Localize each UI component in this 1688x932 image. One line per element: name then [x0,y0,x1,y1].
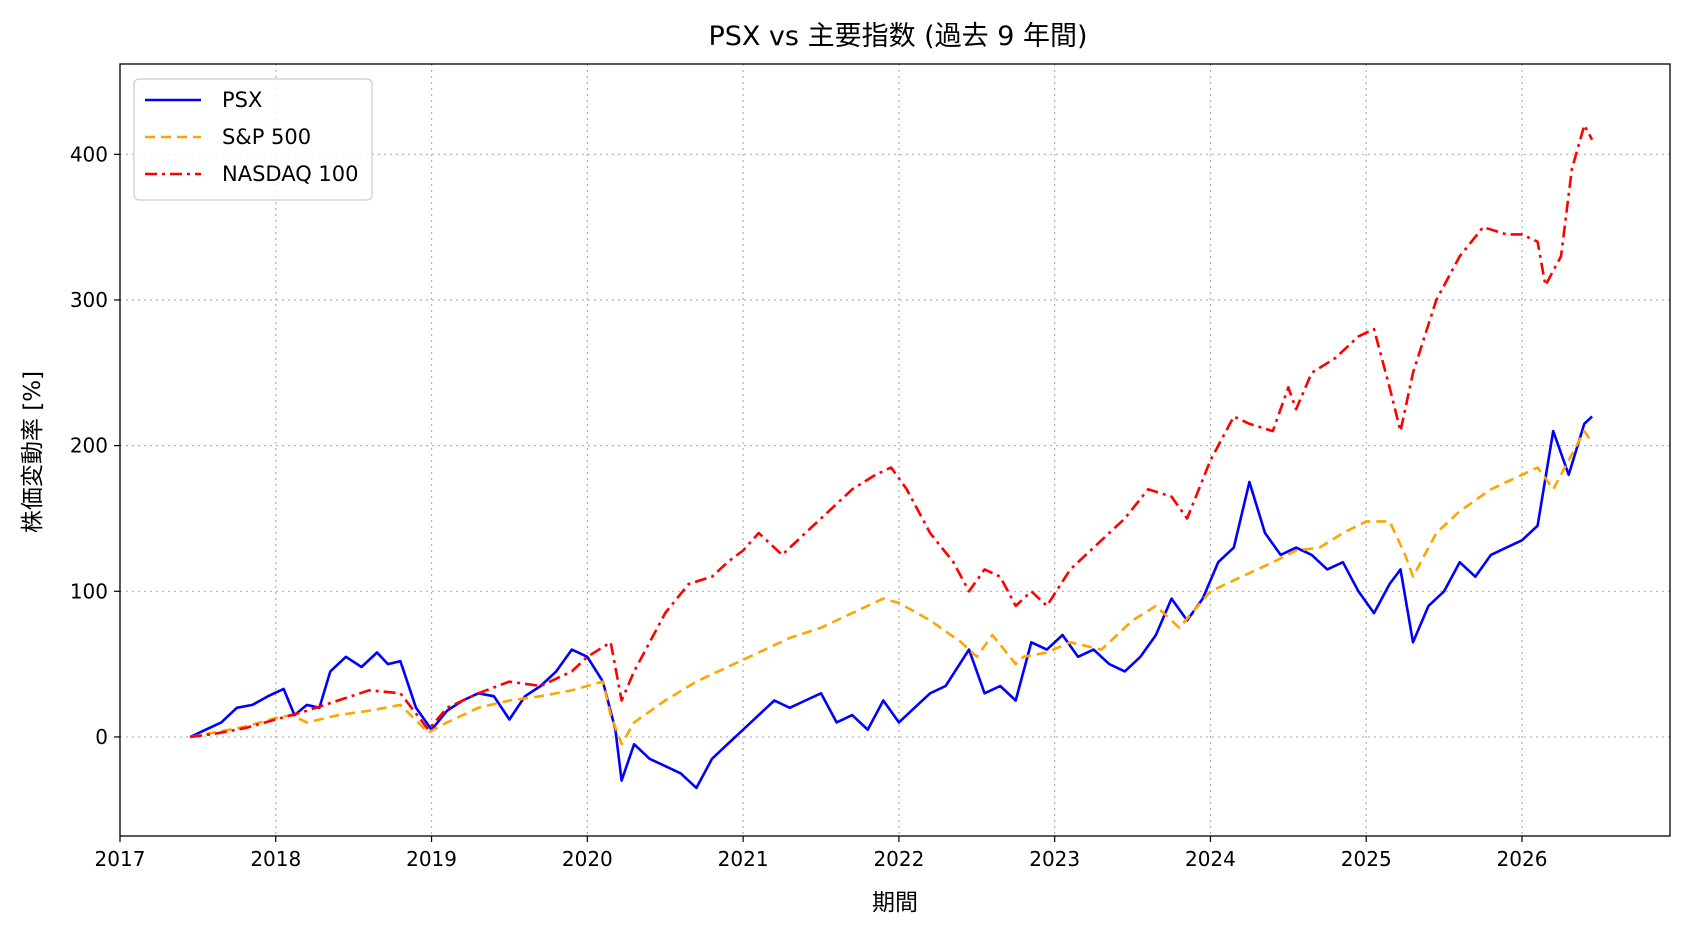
legend: PSX S&P 500 NASDAQ 100 [133,78,373,201]
y-tick-label: 100 [70,579,108,603]
x-axis-label: 期間 [872,890,918,916]
y-tick-label: 300 [70,288,108,312]
y-tick-label: 200 [70,434,108,458]
series-line-psx [189,415,1593,790]
x-tick-label: 2020 [562,847,613,871]
legend-box [133,78,373,201]
legend-label: NASDAQ 100 [222,162,359,186]
x-axis: 2017 2018 2019 2020 2021 2022 2023 2024 2025 2026 [95,836,1548,871]
grid [119,64,1670,836]
series-layer [189,123,1594,790]
x-tick-label: 2021 [718,847,769,871]
series-line-nasdaq-100 [189,123,1594,739]
legend-label: PSX [222,88,262,112]
series-line-s-p-500 [189,429,1594,746]
x-tick-label: 2022 [873,847,924,871]
y-axis: 0 100 200 300 400 [70,142,120,749]
legend-label: S&P 500 [222,125,311,149]
x-tick-label: 2019 [406,847,457,871]
x-tick-label: 2026 [1497,847,1548,871]
x-tick-label: 2018 [250,847,301,871]
plot-area-frame [119,63,1671,837]
x-tick-label: 2023 [1029,847,1080,871]
y-tick-label: 400 [70,142,108,166]
y-tick-label: 0 [95,725,108,749]
x-tick-label: 2024 [1185,847,1236,871]
x-tick-label: 2025 [1341,847,1392,871]
y-axis-label: 株価変動率 [%] [20,371,46,533]
x-tick-label: 2017 [95,847,146,871]
chart-title: PSX vs 主要指数 (過去 9 年間) [708,21,1087,52]
